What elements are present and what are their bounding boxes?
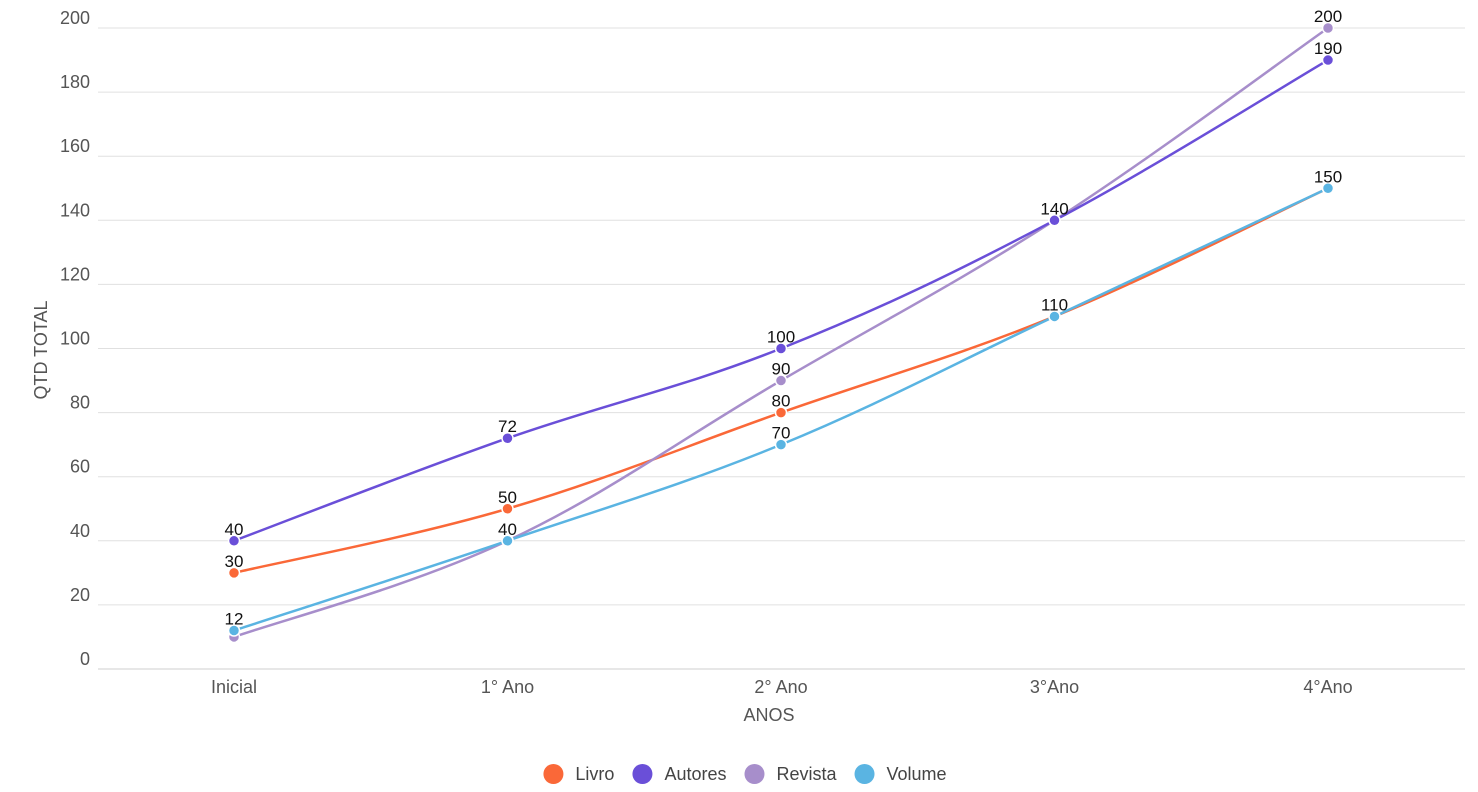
data-label-volume: 70 xyxy=(772,424,791,443)
data-label-volume: 12 xyxy=(225,610,244,629)
data-label-autores: 100 xyxy=(767,328,795,347)
legend-item-volume[interactable]: Volume xyxy=(854,764,947,784)
legend-label-livro: Livro xyxy=(575,764,614,784)
data-points xyxy=(227,21,1335,644)
data-label-revista: 140 xyxy=(1040,199,1068,218)
data-point-autores[interactable] xyxy=(1321,53,1335,67)
legend-label-volume: Volume xyxy=(887,764,947,784)
data-point-autores[interactable] xyxy=(501,431,514,445)
y-tick-label: 40 xyxy=(70,521,90,541)
y-tick-label: 20 xyxy=(70,585,90,605)
legend-label-revista: Revista xyxy=(776,764,837,784)
data-point-revista[interactable] xyxy=(1321,21,1335,35)
data-labels: 30 50 80 40 72 100 190 90 140 200 12 40 70 110 150 xyxy=(225,7,1343,629)
data-point-autores[interactable] xyxy=(774,342,788,355)
data-point-livro[interactable] xyxy=(227,566,241,580)
x-tick-label: 3°Ano xyxy=(1030,677,1079,697)
legend-marker-volume xyxy=(854,764,875,784)
data-point-livro[interactable] xyxy=(774,406,788,419)
y-tick-label: 140 xyxy=(60,200,90,220)
y-tick-label: 80 xyxy=(70,393,90,413)
data-label-volume: 150 xyxy=(1314,167,1342,186)
legend-label-autores: Autores xyxy=(664,764,726,784)
data-point-volume[interactable] xyxy=(501,534,514,548)
data-point-volume[interactable] xyxy=(1048,310,1061,323)
y-tick-label: 100 xyxy=(60,329,90,349)
legend-item-revista[interactable]: Revista xyxy=(744,764,838,784)
x-axis-ticks: Inicial 1° Ano 2° Ano 3°Ano 4°Ano xyxy=(211,677,1353,697)
data-label-livro: 80 xyxy=(772,392,791,411)
data-point-autores[interactable] xyxy=(227,534,241,548)
data-label-autores: 40 xyxy=(225,520,244,539)
legend-marker-autores xyxy=(632,764,653,784)
data-point-revista[interactable] xyxy=(774,374,788,387)
x-tick-label: 1° Ano xyxy=(481,677,534,697)
data-point-volume[interactable] xyxy=(774,438,788,451)
data-label-autores: 72 xyxy=(498,417,517,436)
data-label-autores: 190 xyxy=(1314,39,1342,58)
x-tick-label: 4°Ano xyxy=(1303,677,1352,697)
y-axis-title: QTD TOTAL xyxy=(31,300,51,399)
y-tick-label: 0 xyxy=(80,649,90,669)
data-label-livro: 30 xyxy=(225,552,244,571)
y-tick-label: 120 xyxy=(60,264,90,284)
data-point-autores[interactable] xyxy=(1048,214,1061,227)
y-axis-ticks: 0 20 40 60 80 100 120 140 160 180 200 xyxy=(60,8,90,669)
data-label-revista: 90 xyxy=(772,360,791,379)
legend-marker-revista xyxy=(744,764,765,784)
data-point-volume[interactable] xyxy=(227,624,241,637)
y-tick-label: 200 xyxy=(60,8,90,28)
y-tick-label: 160 xyxy=(60,136,90,156)
legend: Livro Autores Revista Volume xyxy=(543,764,947,784)
data-label-volume: 40 xyxy=(498,520,517,539)
data-point-livro[interactable] xyxy=(501,502,514,515)
series-line-autores xyxy=(233,58,1329,542)
data-label-livro: 50 xyxy=(498,488,517,507)
data-label-volume: 110 xyxy=(1041,295,1068,314)
legend-item-autores[interactable]: Autores xyxy=(632,764,726,784)
y-tick-label: 180 xyxy=(60,72,90,92)
y-tick-label: 60 xyxy=(70,457,90,477)
x-axis-title: ANOS xyxy=(743,705,794,725)
data-point-volume[interactable] xyxy=(1321,182,1335,195)
data-label-revista: 200 xyxy=(1314,7,1342,26)
x-tick-label: 2° Ano xyxy=(754,677,807,697)
legend-marker-livro xyxy=(543,764,564,784)
legend-item-livro[interactable]: Livro xyxy=(543,764,614,784)
x-tick-label: Inicial xyxy=(211,677,257,697)
